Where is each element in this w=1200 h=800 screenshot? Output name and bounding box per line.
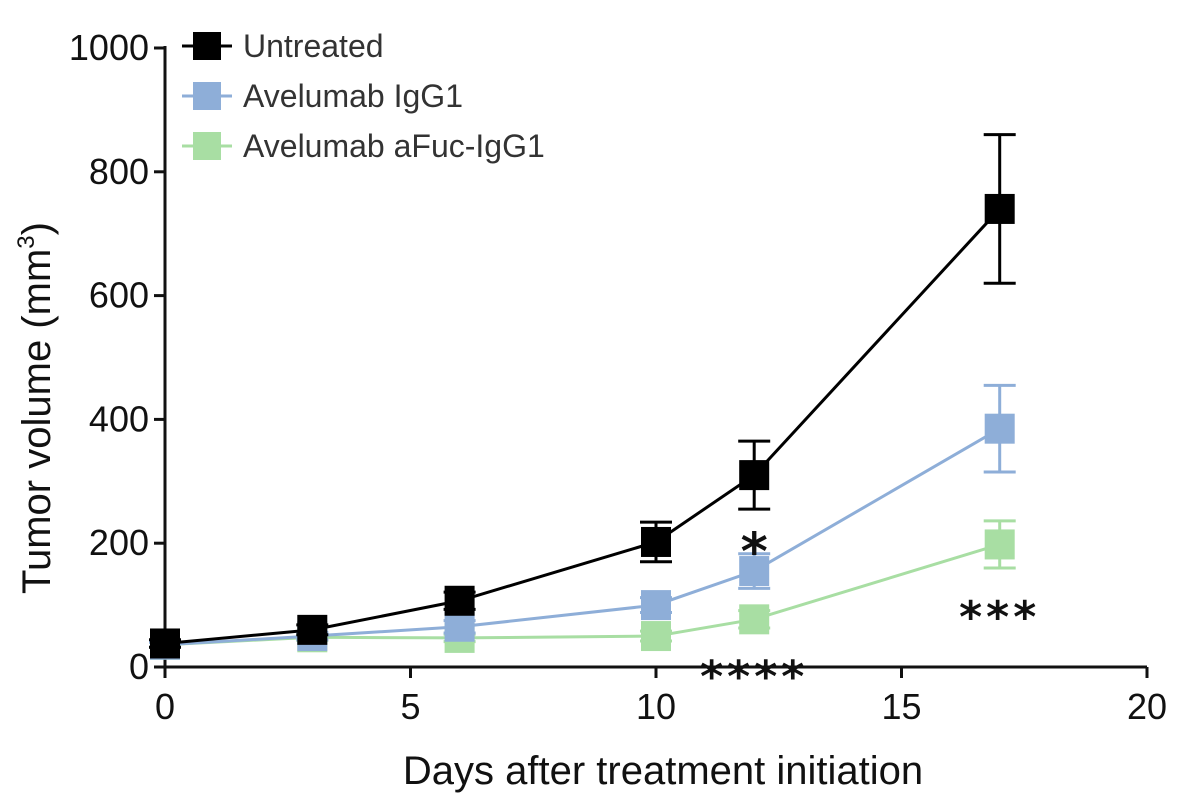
data-point xyxy=(641,621,671,652)
x-tick-label: 20 xyxy=(1127,686,1167,727)
y-axis-title-main: Tumor volume (mm xyxy=(15,249,59,594)
x-tick-label: 5 xyxy=(400,686,420,727)
legend-marker xyxy=(193,32,221,60)
legend: Untreated Avelumab IgG1 Avelumab aFuc-IgG1 xyxy=(182,28,545,164)
data-point xyxy=(739,556,770,587)
y-tick-label: 400 xyxy=(89,398,149,439)
legend-item: Untreated xyxy=(182,28,384,64)
series-line xyxy=(164,543,1001,647)
series-line xyxy=(164,207,1001,645)
data-point xyxy=(739,460,770,491)
y-axis-title-superscript: 3 xyxy=(13,235,40,248)
significance-marker: **** xyxy=(700,651,808,702)
significance-marker: *** xyxy=(959,592,1040,643)
series-layer xyxy=(149,133,1016,660)
significance-annotations: ******** xyxy=(700,522,1040,702)
data-point xyxy=(297,614,328,645)
y-tick-label: 800 xyxy=(89,151,149,192)
data-point xyxy=(984,529,1015,560)
data-point xyxy=(444,611,475,642)
y-tick-label: 600 xyxy=(89,275,149,316)
y-tick-label: 0 xyxy=(129,646,149,687)
data-point xyxy=(984,413,1015,444)
data-point xyxy=(641,590,671,621)
x-tick-label: 15 xyxy=(881,686,921,727)
legend-label: Untreated xyxy=(243,28,384,64)
x-axis-ticks: 0 5 10 15 20 xyxy=(155,667,1167,727)
y-tick-label: 1000 xyxy=(69,27,149,68)
legend-label: Avelumab IgG1 xyxy=(243,78,463,114)
y-tick-label: 200 xyxy=(89,522,149,563)
y-axis: 0 200 400 600 800 1000 xyxy=(69,27,167,687)
legend-marker xyxy=(193,132,221,160)
x-axis: 0 5 10 15 20 xyxy=(155,665,1167,727)
data-point xyxy=(150,628,180,659)
legend-marker xyxy=(193,82,221,110)
y-axis-ticks: 0 200 400 600 800 1000 xyxy=(69,27,165,687)
y-axis-title: Tumor volume (mm3) xyxy=(13,222,59,594)
legend-item: Avelumab IgG1 xyxy=(182,78,463,114)
significance-marker: * xyxy=(741,522,768,582)
legend-label: Avelumab aFuc-IgG1 xyxy=(243,128,545,164)
data-point xyxy=(739,604,770,635)
data-point xyxy=(984,193,1015,224)
x-tick-label: 10 xyxy=(636,686,676,727)
x-axis-title: Days after treatment initiation xyxy=(403,749,923,793)
series-untreated xyxy=(149,133,1016,659)
series-line xyxy=(164,427,1001,647)
series-avelumab-igg1 xyxy=(149,383,1016,660)
data-point xyxy=(641,526,671,557)
legend-item: Avelumab aFuc-IgG1 xyxy=(182,128,545,164)
data-point xyxy=(444,585,475,616)
x-tick-label: 0 xyxy=(155,686,175,727)
y-axis-title-close: ) xyxy=(15,222,59,235)
